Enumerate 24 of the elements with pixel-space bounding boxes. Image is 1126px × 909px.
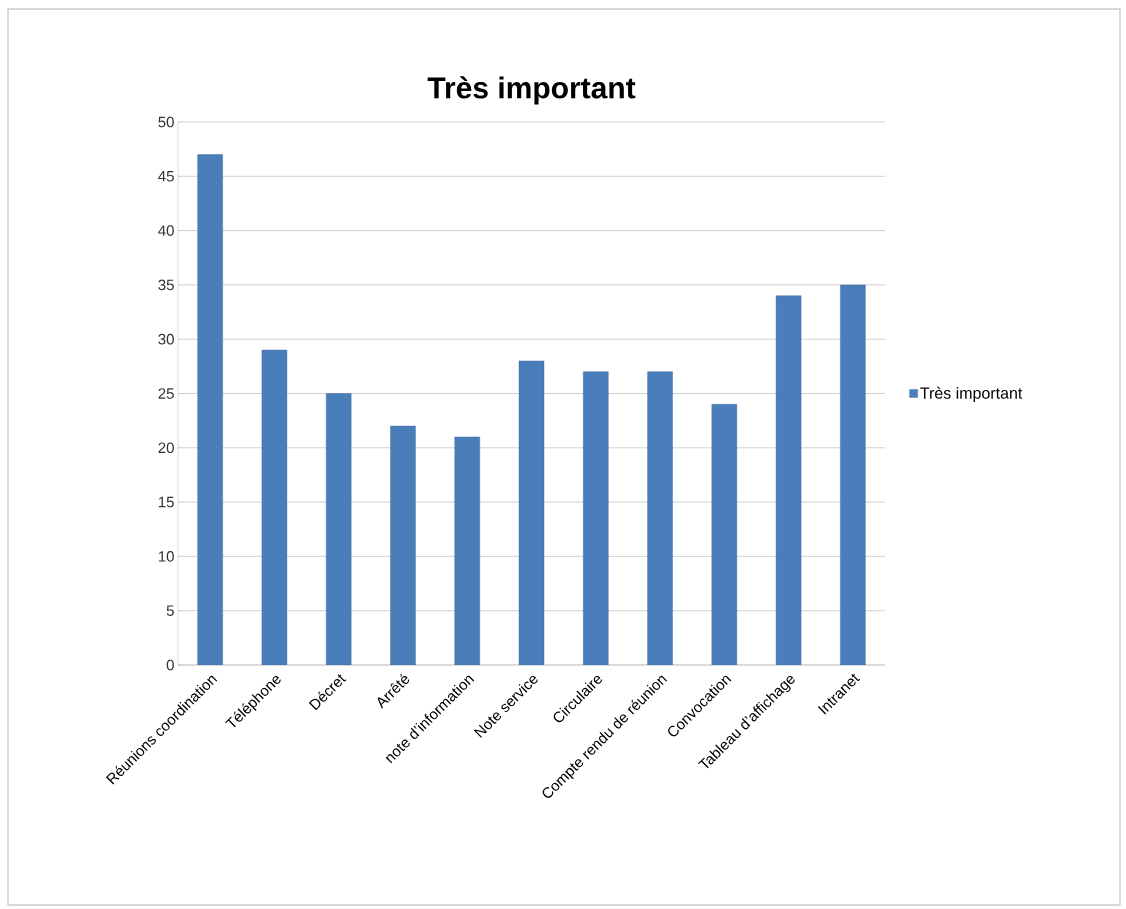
bar [840, 284, 866, 665]
y-tick-label: 5 [166, 605, 174, 616]
chart-title: Très important [427, 76, 636, 105]
y-tick-label: 30 [158, 333, 174, 345]
y-tick-label: 0 [166, 659, 174, 671]
bar [390, 425, 416, 665]
y-tick-label: 25 [158, 388, 174, 399]
y-tick-label: 20 [158, 442, 174, 454]
y-tick-label: 45 [158, 171, 174, 182]
bar [261, 349, 288, 665]
y-tick-label: 40 [158, 225, 174, 236]
bar [518, 360, 545, 665]
legend-label: Très important [920, 386, 1023, 402]
bar [583, 371, 609, 665]
bar [325, 393, 352, 665]
y-tick-label: 10 [158, 551, 174, 562]
bar [197, 154, 223, 665]
y-tick-label: 15 [158, 496, 174, 508]
y-tick-label: 50 [158, 116, 174, 128]
bar [454, 436, 480, 665]
bar [647, 371, 673, 665]
bar [775, 295, 802, 665]
y-tick-label: 35 [158, 279, 174, 291]
bar [711, 404, 738, 665]
